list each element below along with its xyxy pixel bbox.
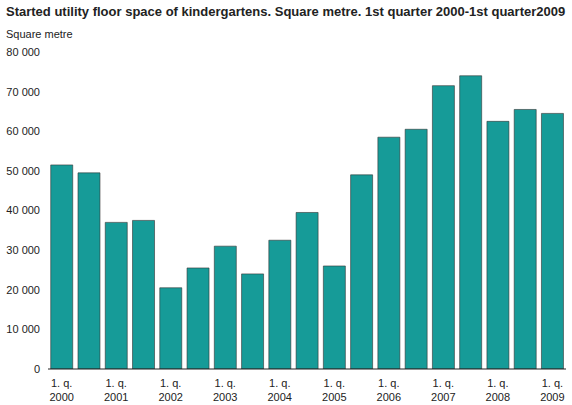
html-text:Started utility floor space of: Started utility floor space of kindergar… <box>6 4 566 19</box>
svg-text:50 000: 50 000 <box>8 165 40 177</box>
svg-text:1. q.2001: 1. q.2001 <box>104 377 128 403</box>
svg-text:70 000: 70 000 <box>8 86 40 98</box>
svg-text:1. q.2008: 1. q.2008 <box>486 377 510 403</box>
svg-text:1. q.2007: 1. q.2007 <box>431 377 455 403</box>
svg-text:1. q.2000: 1. q.2000 <box>49 377 73 403</box>
svg-text:1. q.2005: 1. q.2005 <box>322 377 346 403</box>
svg-text:0: 0 <box>34 363 40 375</box>
svg-text:40 000: 40 000 <box>8 204 40 216</box>
svg-text:1. q.2009: 1. q.2009 <box>540 377 564 403</box>
html-text:Square metre: Square metre <box>6 28 73 40</box>
svg-text:60 000: 60 000 <box>8 125 40 137</box>
svg-text:1. q.2003: 1. q.2003 <box>213 377 237 403</box>
svg-text:1. q.2006: 1. q.2006 <box>377 377 401 403</box>
svg-text:10 000: 10 000 <box>8 323 40 335</box>
svg-text:20 000: 20 000 <box>8 284 40 296</box>
svg-text:1. q.2002: 1. q.2002 <box>158 377 182 403</box>
svg-text:1. q.2004: 1. q.2004 <box>267 377 291 403</box>
svg-text:80 000: 80 000 <box>8 46 40 58</box>
svg-text:30 000: 30 000 <box>8 244 40 256</box>
